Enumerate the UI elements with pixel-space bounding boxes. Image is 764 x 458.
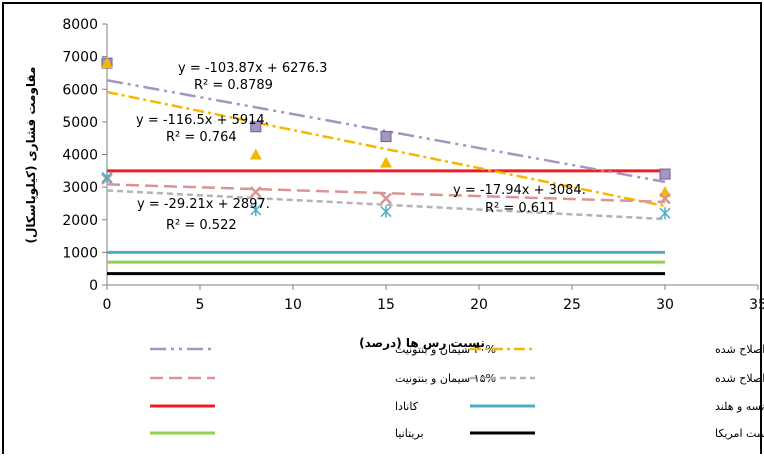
x-tick-label: 20 bbox=[470, 297, 488, 313]
legend-label: فرانسه و هلند bbox=[715, 400, 764, 413]
legend-item: ۱۵% سیمان و رس اصلاح شده bbox=[470, 372, 764, 385]
data-point bbox=[380, 192, 392, 205]
data-point-stroke bbox=[380, 205, 392, 218]
legend-item: ۳۰% سیمان و بنتونیت bbox=[150, 343, 496, 356]
data-point bbox=[380, 205, 392, 218]
data-point-stroke bbox=[659, 192, 671, 205]
data-point bbox=[380, 131, 392, 143]
y-tick-label: 3000 bbox=[62, 180, 98, 196]
data-point-stroke bbox=[659, 207, 671, 220]
axes-layer: 0 1000 2000 3000 4000 5000 6000 7000 8000 0 5 10 15 2… bbox=[62, 17, 764, 313]
data-point bbox=[249, 148, 262, 160]
x-tick-label: 0 bbox=[103, 297, 112, 313]
data-point-stroke bbox=[101, 171, 113, 184]
x-tick-label: 10 bbox=[284, 297, 302, 313]
y-tick-label: 7000 bbox=[62, 50, 98, 66]
legend: ۳۰% سیمان و بنتونیت ۳۰% سیمان و رس اصلاح … bbox=[150, 343, 764, 440]
trendline-equation: R² = 0.764 bbox=[166, 130, 237, 145]
data-point bbox=[380, 156, 392, 168]
y-tick-label: 4000 bbox=[62, 148, 98, 164]
trendline-equation: y = -29.21x + 2897. bbox=[137, 197, 270, 212]
y-tick-label: 0 bbox=[89, 278, 98, 294]
annotation-layer: y = -103.87x + 6276.3 R² = 0.8789 y = -116… bbox=[136, 61, 586, 233]
legend-label: بریتانیا bbox=[395, 427, 424, 440]
x-tick-label: 30 bbox=[656, 297, 674, 313]
x-tick-label: 25 bbox=[563, 297, 581, 313]
legend-item: ۱۵% سیمان و بنتونیت bbox=[150, 372, 496, 385]
legend-label: ۳۰% سیمان و بنتونیت bbox=[395, 343, 496, 356]
y-axis-title: مقاومت فشاری (کیلوپاسکال) bbox=[24, 67, 39, 244]
trendline-equation: R² = 0.611 bbox=[485, 201, 556, 216]
legend-item: ۳۰% سیمان و رس اصلاح شده bbox=[470, 343, 764, 356]
y-tick-label: 2000 bbox=[62, 213, 98, 229]
data-point bbox=[659, 207, 671, 220]
trend-line bbox=[106, 90, 666, 208]
legend-item: بریتانیا bbox=[150, 427, 424, 440]
data-point bbox=[250, 121, 262, 133]
data-point bbox=[101, 57, 113, 69]
legend-label: ۳۰% سیمان و رس اصلاح شده bbox=[715, 343, 764, 356]
trend-line bbox=[106, 189, 666, 221]
data-point bbox=[101, 171, 113, 184]
data-point-stroke bbox=[249, 186, 262, 198]
trendline-equation: y = -116.5x + 5914. bbox=[136, 113, 269, 128]
trend-line bbox=[106, 183, 666, 204]
trendline-equation: R² = 0.522 bbox=[166, 218, 237, 233]
trendline-equation: R² = 0.8789 bbox=[194, 78, 273, 93]
data-point bbox=[249, 186, 262, 198]
y-tick-label: 1000 bbox=[62, 245, 98, 261]
legend-label: کانادا bbox=[395, 400, 419, 413]
data-point bbox=[659, 168, 671, 180]
data-point bbox=[659, 192, 671, 205]
legend-item: کانادا bbox=[150, 400, 419, 413]
data-point-stroke bbox=[250, 203, 262, 216]
data-point-stroke bbox=[380, 192, 392, 205]
trendline-equation: y = -17.94x + 3084. bbox=[453, 183, 586, 198]
y-tick-label: 8000 bbox=[62, 17, 98, 33]
legend-label: آژانس حفاظت محیط زیست امریکا bbox=[715, 426, 764, 440]
x-tick-label: 15 bbox=[377, 297, 395, 313]
x-axis-title: نسبت رس ها (درصد) bbox=[359, 336, 485, 350]
y-tick-label: 6000 bbox=[62, 82, 98, 98]
data-point bbox=[250, 203, 262, 216]
series-layer bbox=[101, 57, 671, 276]
trendline-equation: y = -103.87x + 6276.3 bbox=[178, 61, 327, 76]
legend-item: فرانسه و هلند bbox=[470, 400, 764, 413]
legend-label: ۱۵% سیمان و رس اصلاح شده bbox=[715, 372, 764, 385]
x-tick-label: 35 bbox=[749, 297, 764, 313]
x-tick-label: 5 bbox=[196, 297, 205, 313]
y-tick-label: 5000 bbox=[62, 115, 98, 131]
legend-item: آژانس حفاظت محیط زیست امریکا bbox=[470, 426, 764, 440]
legend-label: ۱۵% سیمان و بنتونیت bbox=[395, 372, 496, 385]
